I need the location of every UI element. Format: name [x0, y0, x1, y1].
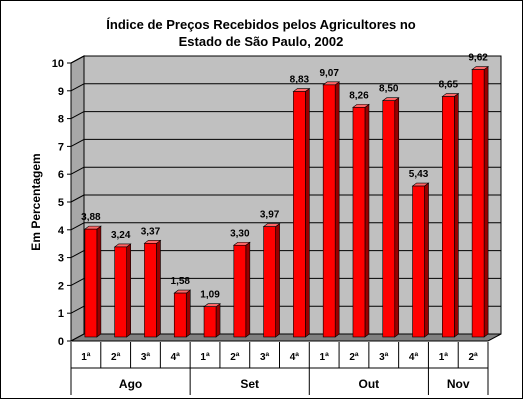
- category-label: 1ª: [320, 352, 330, 363]
- bar: [322, 84, 336, 338]
- bar-side: [424, 182, 429, 338]
- data-label: 9,62: [468, 53, 488, 64]
- bar-side: [483, 65, 489, 338]
- data-label: 5,43: [409, 169, 429, 180]
- gridline-side: [70, 55, 85, 64]
- bar-side: [454, 92, 459, 338]
- gridline-side: [70, 250, 85, 259]
- group-label: Nov: [447, 377, 470, 391]
- category-label: 3ª: [141, 352, 151, 363]
- bar-side: [245, 241, 251, 338]
- data-label: 8,50: [379, 84, 399, 95]
- data-label: 3,30: [230, 228, 250, 239]
- gridline-side: [70, 138, 85, 147]
- bar-side: [156, 239, 161, 338]
- category-label: 3ª: [379, 352, 389, 363]
- category-label: 2ª: [230, 352, 240, 363]
- gridline-side: [70, 305, 85, 314]
- bar: [263, 226, 276, 338]
- data-label: 3,37: [141, 226, 161, 237]
- data-label: 1,58: [171, 276, 191, 287]
- bar-side: [364, 103, 370, 338]
- chart-title-line-1: Índice de Preços Recebidos pelos Agricul…: [106, 17, 415, 32]
- bar: [412, 185, 425, 338]
- y-tick-label: 9: [58, 86, 64, 98]
- y-tick-label: 7: [58, 141, 64, 153]
- group-label: Out: [359, 377, 380, 391]
- y-tick-label: 5: [58, 197, 64, 209]
- bar-side: [185, 289, 191, 338]
- category-label: 4ª: [290, 352, 300, 363]
- data-label: 3,88: [81, 212, 101, 223]
- floor: [70, 333, 502, 342]
- y-tick-label: 2: [58, 280, 64, 292]
- data-label: 8,65: [439, 80, 459, 91]
- bar: [233, 244, 247, 338]
- plot-area: 0 1 2 3 4 5 6 7 8 9 10 3,88 3,24 3,37 1,58 1,09 3,30 3,97…: [52, 53, 502, 395]
- group-label: Set: [240, 377, 259, 391]
- bar-side: [394, 97, 400, 338]
- bar-side: [275, 223, 280, 338]
- bar: [203, 306, 217, 338]
- gridline-side: [70, 277, 85, 286]
- gridline-side: [70, 194, 85, 203]
- data-label: 9,07: [319, 68, 339, 79]
- gridline-side: [70, 83, 85, 92]
- y-tick-label: 1: [58, 308, 64, 320]
- data-label: 3,24: [111, 230, 131, 241]
- chart-title-line-2: Estado de São Paulo, 2002: [179, 34, 344, 49]
- bar: [84, 228, 98, 338]
- y-tick-label: 10: [52, 58, 64, 70]
- bar: [293, 91, 306, 338]
- chart: Índice de Preços Recebidos pelos Agricul…: [29, 17, 502, 395]
- data-label: 1,09: [200, 290, 220, 301]
- bar-side: [334, 81, 340, 338]
- y-tick-label: 8: [58, 114, 64, 126]
- bar-side: [305, 87, 310, 338]
- category-label: 2ª: [111, 352, 121, 363]
- gridline-side: [70, 111, 85, 120]
- bar: [114, 246, 127, 338]
- y-tick-label: 6: [58, 169, 64, 181]
- data-label: 3,97: [260, 210, 280, 221]
- bar: [352, 107, 366, 338]
- bar-side: [215, 303, 221, 338]
- category-label: 2ª: [468, 352, 478, 363]
- category-label: 2ª: [349, 352, 359, 363]
- category-label: 4ª: [171, 352, 181, 363]
- data-label: 8,26: [349, 90, 369, 101]
- category-label: 3ª: [260, 352, 270, 363]
- bar: [442, 96, 455, 338]
- bar: [173, 292, 187, 338]
- bar: [382, 100, 396, 338]
- bar: [144, 243, 157, 338]
- data-label: 8,83: [290, 75, 310, 86]
- bar-side: [96, 225, 102, 338]
- bar-side: [126, 243, 131, 338]
- category-label: 1ª: [439, 352, 449, 363]
- group-label: Ago: [119, 377, 142, 391]
- y-axis-label: Em Percentagem: [29, 153, 43, 250]
- y-tick-label: 4: [58, 225, 65, 237]
- y-tick-label: 0: [58, 336, 64, 348]
- gridline-side: [70, 166, 85, 175]
- gridline-side: [70, 222, 85, 231]
- category-label: 1ª: [81, 352, 91, 363]
- category-label: 4ª: [409, 352, 419, 363]
- bar: [471, 69, 485, 338]
- y-tick-label: 3: [58, 253, 64, 265]
- category-label: 1ª: [200, 352, 210, 363]
